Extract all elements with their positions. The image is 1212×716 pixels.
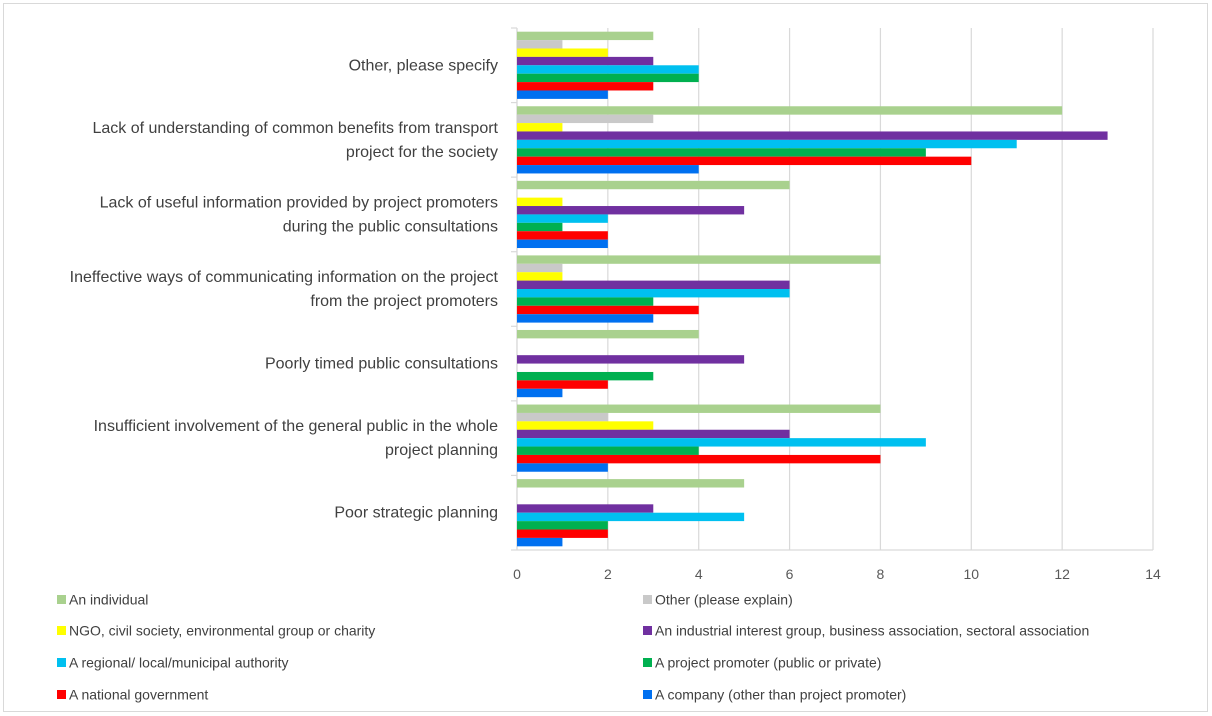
bar-2-0 <box>517 180 790 190</box>
bar-1-4 <box>517 139 1017 149</box>
legend-label-6: A national government <box>69 687 208 703</box>
legend-swatch-6 <box>57 690 66 699</box>
bar-2-4 <box>517 214 608 223</box>
bar-3-6 <box>517 305 699 315</box>
legend-label-0: An individual <box>69 592 148 608</box>
bar-series <box>517 31 1108 547</box>
category-label-6: Poor strategic planning <box>334 505 498 522</box>
legend-swatch-1 <box>643 595 652 604</box>
bar-4-7 <box>517 388 563 398</box>
category-label-3: Ineffective ways of communicating inform… <box>70 269 499 310</box>
bar-1-6 <box>517 156 972 166</box>
bar-3-3 <box>517 280 790 289</box>
category-label-1: Lack of understanding of common benefits… <box>92 120 498 161</box>
bar-0-3 <box>517 56 654 66</box>
bar-1-0 <box>517 106 1063 115</box>
legend-swatch-5 <box>643 658 652 667</box>
legend-label-3: An industrial interest group, business a… <box>655 623 1089 639</box>
category-label-4: Poorly timed public consultations <box>265 356 498 373</box>
bar-3-5 <box>517 297 654 306</box>
legend-swatch-7 <box>643 690 652 699</box>
bar-6-0 <box>517 479 745 488</box>
bar-3-1 <box>517 263 563 273</box>
category-label-5: Insufficient involvement of the general … <box>94 418 499 459</box>
bar-1-1 <box>517 114 654 124</box>
bar-0-2 <box>517 48 608 57</box>
bar-0-4 <box>517 65 699 74</box>
legend-swatch-2 <box>57 626 66 635</box>
bar-6-5 <box>517 521 608 530</box>
x-tick-label-2: 2 <box>604 566 612 582</box>
x-tick-label-6: 6 <box>786 566 794 582</box>
bar-1-3 <box>517 131 1108 140</box>
legend-label-7: A company (other than project promoter) <box>655 687 906 703</box>
chart-frame <box>3 3 1208 712</box>
x-tick-label-0: 0 <box>513 566 521 582</box>
legend-swatch-0 <box>57 595 66 604</box>
bar-6-6 <box>517 529 608 538</box>
x-tick-label-10: 10 <box>963 566 979 582</box>
legend-label-4: A regional/ local/municipal authority <box>69 655 288 671</box>
legend-swatch-4 <box>57 658 66 667</box>
x-tick-label-8: 8 <box>877 566 885 582</box>
category-label-0: Other, please specify <box>349 57 498 74</box>
bar-2-7 <box>517 239 608 249</box>
bar-3-0 <box>517 255 881 264</box>
bar-5-6 <box>517 454 881 464</box>
bar-5-5 <box>517 446 699 455</box>
category-label-2: Lack of useful information provided by p… <box>100 194 498 235</box>
bar-3-7 <box>517 314 654 323</box>
bar-4-5 <box>517 371 654 381</box>
legend: An individual Other (please explain) NGO, … <box>57 592 1089 703</box>
bar-5-0 <box>517 404 881 413</box>
bar-3-4 <box>517 289 790 298</box>
legend-label-1: Other (please explain) <box>655 592 793 608</box>
bar-0-7 <box>517 90 608 99</box>
x-tick-label-4: 4 <box>695 566 703 582</box>
bar-1-5 <box>517 148 926 157</box>
bar-4-3 <box>517 355 745 364</box>
bar-0-0 <box>517 31 654 41</box>
x-tick-label-14: 14 <box>1145 566 1161 582</box>
bar-2-2 <box>517 197 563 207</box>
bar-0-6 <box>517 82 654 91</box>
bar-6-4 <box>517 512 745 522</box>
bar-4-0 <box>517 329 699 339</box>
bar-1-7 <box>517 165 699 174</box>
bar-2-6 <box>517 231 608 240</box>
category-labels: Other, please specify Lack of understandi… <box>70 57 499 521</box>
bar-5-7 <box>517 463 608 472</box>
bar-5-4 <box>517 438 926 447</box>
x-tick-label-12: 12 <box>1054 566 1070 582</box>
bar-5-1 <box>517 412 608 422</box>
bar-5-3 <box>517 429 790 439</box>
legend-label-2: NGO, civil society, environmental group … <box>69 623 375 639</box>
bar-5-2 <box>517 421 654 430</box>
bar-0-5 <box>517 73 699 83</box>
bar-1-2 <box>517 123 563 132</box>
bar-6-7 <box>517 537 563 547</box>
legend-swatch-3 <box>643 626 652 635</box>
bar-2-3 <box>517 206 745 215</box>
bar-4-6 <box>517 380 608 389</box>
x-axis-ticks: 0 2 4 6 8 10 12 14 <box>513 566 1161 582</box>
bar-3-2 <box>517 272 563 281</box>
legend-label-5: A project promoter (public or private) <box>655 655 881 671</box>
bar-6-3 <box>517 504 654 513</box>
bar-2-5 <box>517 222 563 232</box>
bar-0-1 <box>517 40 563 49</box>
